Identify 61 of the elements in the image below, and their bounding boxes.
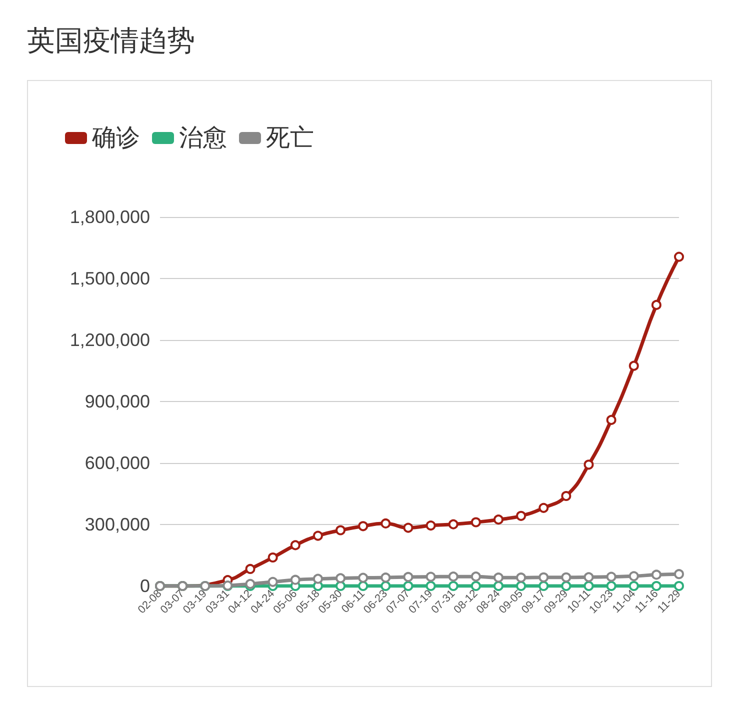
point bbox=[290, 540, 300, 550]
point bbox=[561, 581, 572, 591]
point bbox=[312, 530, 323, 541]
point bbox=[380, 518, 391, 528]
point bbox=[403, 572, 414, 582]
legend-label: 死亡 bbox=[266, 124, 314, 152]
point bbox=[584, 572, 594, 582]
point bbox=[448, 581, 458, 591]
point bbox=[674, 252, 684, 262]
point bbox=[290, 574, 300, 585]
point bbox=[538, 572, 549, 582]
point bbox=[606, 572, 616, 582]
point bbox=[606, 414, 616, 425]
point bbox=[358, 521, 368, 532]
point bbox=[628, 571, 639, 582]
point bbox=[336, 525, 346, 536]
y-tick-label: 300,000 bbox=[84, 514, 150, 534]
point bbox=[426, 520, 436, 531]
point bbox=[245, 578, 256, 589]
y-tick-label: 1,500,000 bbox=[70, 268, 150, 288]
point bbox=[628, 360, 639, 371]
point bbox=[674, 581, 684, 591]
y-tick-label: 1,800,000 bbox=[70, 207, 150, 227]
point bbox=[358, 572, 368, 583]
y-tick-label: 0 bbox=[140, 576, 150, 596]
point bbox=[674, 569, 684, 580]
point bbox=[584, 460, 594, 470]
point bbox=[538, 502, 549, 513]
point bbox=[312, 574, 323, 584]
point bbox=[268, 552, 278, 563]
point bbox=[628, 581, 639, 591]
point bbox=[470, 572, 481, 582]
point bbox=[426, 581, 436, 591]
point bbox=[561, 572, 572, 582]
point bbox=[470, 517, 481, 528]
point bbox=[651, 300, 662, 310]
legend-label: 确诊 bbox=[91, 124, 140, 152]
point bbox=[651, 581, 662, 591]
point bbox=[584, 581, 594, 591]
point bbox=[448, 572, 458, 582]
point bbox=[561, 491, 572, 502]
point bbox=[268, 576, 278, 587]
y-tick-label: 600,000 bbox=[84, 453, 150, 473]
point bbox=[493, 572, 504, 583]
point bbox=[426, 572, 436, 582]
point bbox=[516, 510, 526, 521]
point bbox=[336, 581, 346, 591]
point bbox=[448, 519, 458, 530]
point bbox=[493, 514, 504, 525]
y-tick-label: 1,200,000 bbox=[70, 330, 150, 350]
point bbox=[336, 573, 346, 584]
point bbox=[651, 570, 662, 580]
y-tick-label: 900,000 bbox=[84, 392, 150, 412]
point bbox=[516, 572, 526, 583]
point bbox=[380, 572, 391, 583]
legend-label: 治愈 bbox=[179, 124, 227, 152]
point bbox=[403, 522, 414, 533]
point bbox=[245, 564, 256, 574]
chart-title: 英国疫情趋势 bbox=[27, 23, 195, 59]
point bbox=[606, 581, 616, 591]
point bbox=[358, 581, 368, 591]
